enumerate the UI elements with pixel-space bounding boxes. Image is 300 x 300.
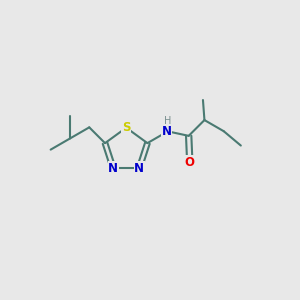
Text: N: N (134, 161, 144, 175)
Text: S: S (122, 121, 130, 134)
Text: H: H (164, 116, 171, 126)
Text: O: O (184, 156, 195, 169)
Text: N: N (162, 125, 172, 139)
Text: N: N (108, 161, 118, 175)
